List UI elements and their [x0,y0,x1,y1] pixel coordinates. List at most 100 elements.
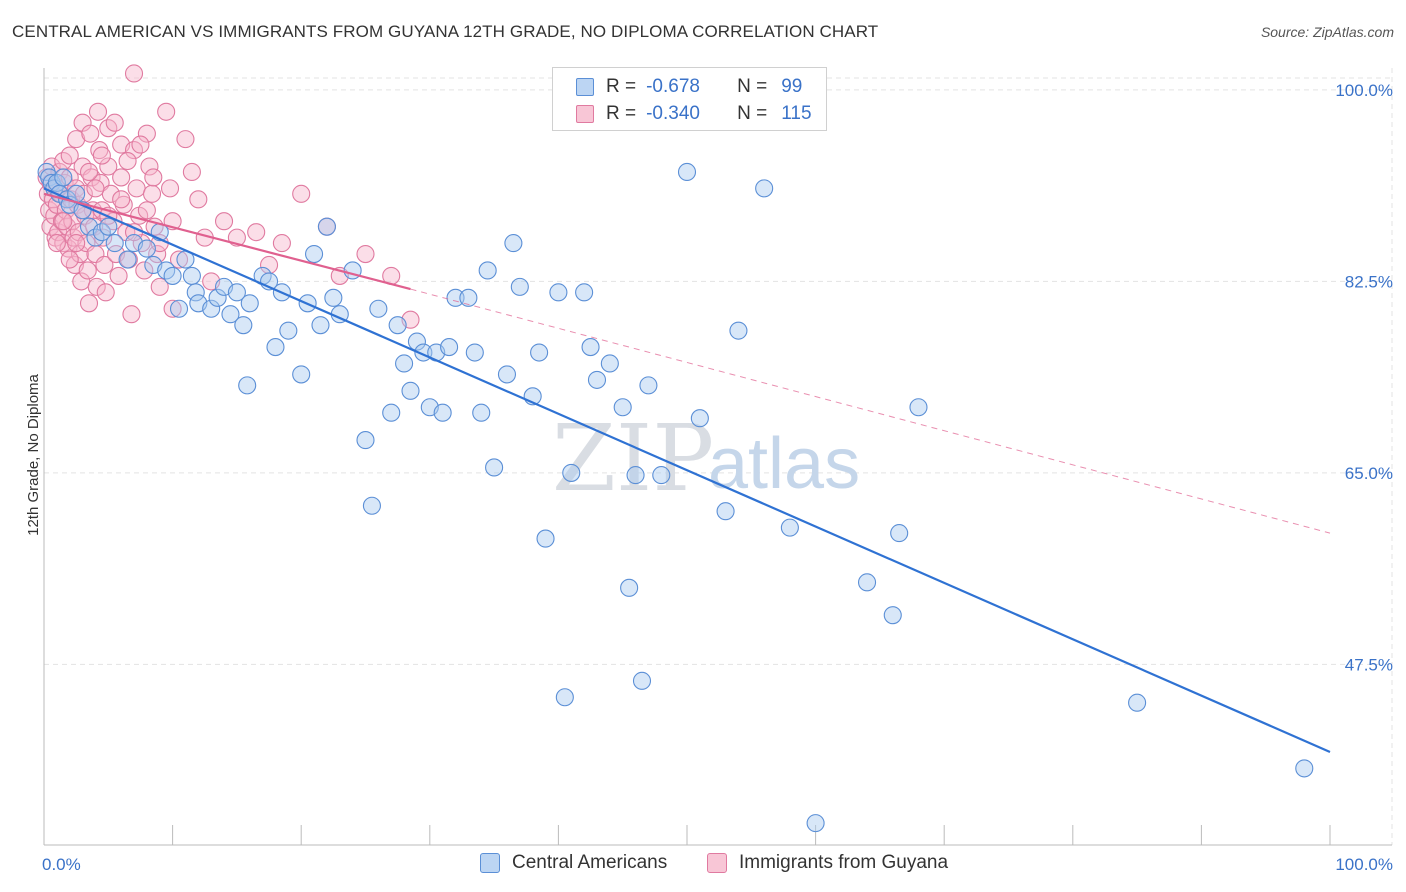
data-point-guyana [78,261,97,280]
data-point-central-american [221,305,240,324]
data-point-central-american [163,266,182,285]
x-tick-label: 100.0% [1335,855,1393,874]
data-point-guyana [214,212,234,231]
data-point-central-american [806,814,825,833]
data-point-central-american [54,168,73,187]
chart-title: CENTRAL AMERICAN VS IMMIGRANTS FROM GUYA… [12,22,879,41]
data-point-guyana [157,102,176,121]
data-point-central-american [1128,693,1147,712]
data-point-guyana [142,184,162,203]
trend-line-guyana-extended [410,288,1331,534]
data-point-central-american [677,162,697,182]
data-point-guyana [189,190,208,209]
data-point-guyana [70,244,90,264]
data-point-guyana [118,151,137,171]
legend-swatch-blue [480,853,500,873]
axes [43,68,1392,846]
data-point-central-american [639,376,658,395]
legend-n-label: N = [737,76,768,97]
legend-item-immigrants-from-guyana: Immigrants from Guyana [707,852,948,874]
data-point-guyana [112,190,131,209]
data-point-guyana [81,124,100,143]
data-point-central-american [356,431,375,450]
data-point-guyana [272,234,291,253]
y-tick-label: 100.0% [1335,81,1393,100]
data-point-central-american [780,518,799,537]
data-point-guyana [148,244,167,264]
data-point-central-american [266,338,285,357]
data-point-central-american [311,316,330,335]
data-point-guyana [144,168,163,187]
data-point-guyana [356,244,375,264]
x-tick-label: 0.0% [42,855,81,874]
data-point-central-american [562,463,581,482]
data-point-guyana [109,266,128,285]
data-point-central-american [362,496,381,515]
data-point-central-american [446,288,465,307]
data-point-central-american [202,299,221,318]
data-point-guyana [247,223,266,242]
tick-labels: 100.0% 82.5% 65.0% 47.5% 0.0% 100.0% [42,81,1393,874]
data-point-central-american [137,239,156,258]
y-axis-label: 12th Grade, No Diploma [25,373,42,535]
data-point-guyana [47,234,66,253]
legend-r-label: R = [606,103,637,124]
data-point-guyana [176,130,195,149]
data-point-central-american [497,365,517,384]
watermark-atlas: atlas [708,424,860,504]
data-point-central-american [401,381,420,400]
series-central-americans [37,162,1314,833]
data-point-guyana [67,130,86,149]
data-point-guyana [131,135,150,154]
data-point-guyana [160,179,180,198]
data-point-central-american [504,234,523,253]
data-point-central-american [388,316,407,335]
data-point-central-american [324,288,343,307]
source-credit: Source: ZipAtlas.com [1260,24,1394,40]
data-point-central-american [536,529,555,548]
data-point-central-american [581,338,600,357]
data-point-central-american [690,409,709,428]
data-point-guyana [259,255,279,275]
legend-swatch-pink [576,105,594,123]
legend-swatch-pink [707,853,727,873]
data-point-guyana [79,162,99,182]
data-point-central-american [613,398,632,417]
data-point-guyana [135,261,154,280]
data-point-central-american [234,316,253,335]
y-tick-label: 65.0% [1345,464,1393,483]
data-point-guyana [127,179,146,198]
data-point-guyana [169,250,189,269]
data-point-guyana [105,113,124,132]
gridlines [44,68,1393,845]
data-point-guyana [124,64,144,83]
data-point-central-american [99,217,118,236]
data-point-guyana [67,234,86,253]
legend-r-value: -0.678 [646,76,700,97]
data-point-central-american [626,466,645,485]
data-point-central-american [169,299,189,318]
data-point-central-american [433,403,452,422]
legend-item-central-americans: Central Americans [480,852,667,874]
data-point-central-american [208,288,227,307]
legend-swatch-blue [576,78,594,96]
data-point-guyana [79,294,99,313]
data-point-guyana [87,277,106,296]
data-point-guyana [86,179,105,198]
data-point-central-american [465,343,484,362]
data-point-central-american [510,277,529,296]
data-point-guyana [137,201,156,220]
data-point-central-american [909,398,928,417]
data-point-central-american [1295,759,1314,778]
data-point-central-american [755,179,774,198]
data-point-guyana [95,255,114,275]
legend-n-value: 115 [781,103,812,124]
data-point-central-american [407,332,426,351]
data-point-central-american [317,217,336,236]
data-point-central-american [227,283,246,302]
legend-label: Immigrants from Guyana [739,852,949,873]
legend-row-pink: R = -0.340 N = 115 [553,102,812,126]
data-point-central-american [632,671,652,690]
data-point-central-american [883,606,902,625]
